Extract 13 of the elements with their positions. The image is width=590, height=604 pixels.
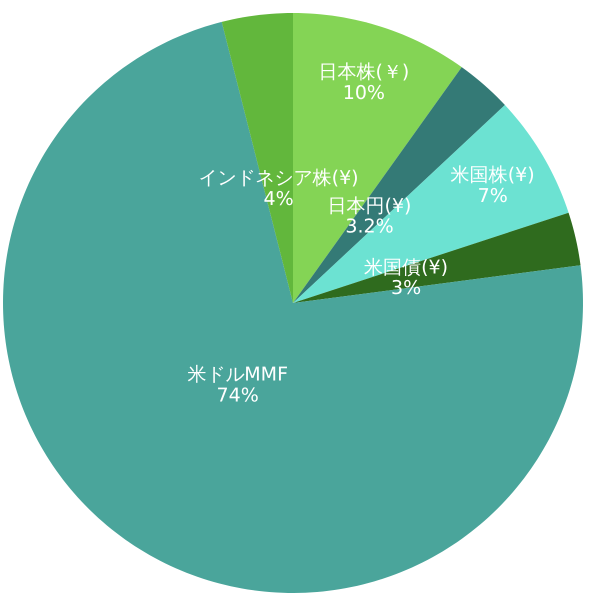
pie-slice [3, 22, 583, 593]
pie-slice [222, 13, 293, 303]
slice-label: 米ドルMMF [187, 364, 288, 386]
data-label: 4% [264, 188, 294, 210]
pie-slice [293, 105, 569, 303]
pie-slice [293, 212, 581, 303]
slice-label: インドネシア株(¥) [198, 166, 359, 189]
slice-label: 米国株(¥) [450, 164, 535, 186]
data-label: 74% [216, 384, 259, 406]
data-label: 3.2% [345, 216, 394, 238]
data-label: 10% [342, 82, 385, 104]
slice-label: 日本株(￥) [318, 61, 410, 84]
data-label: 7% [478, 184, 508, 207]
